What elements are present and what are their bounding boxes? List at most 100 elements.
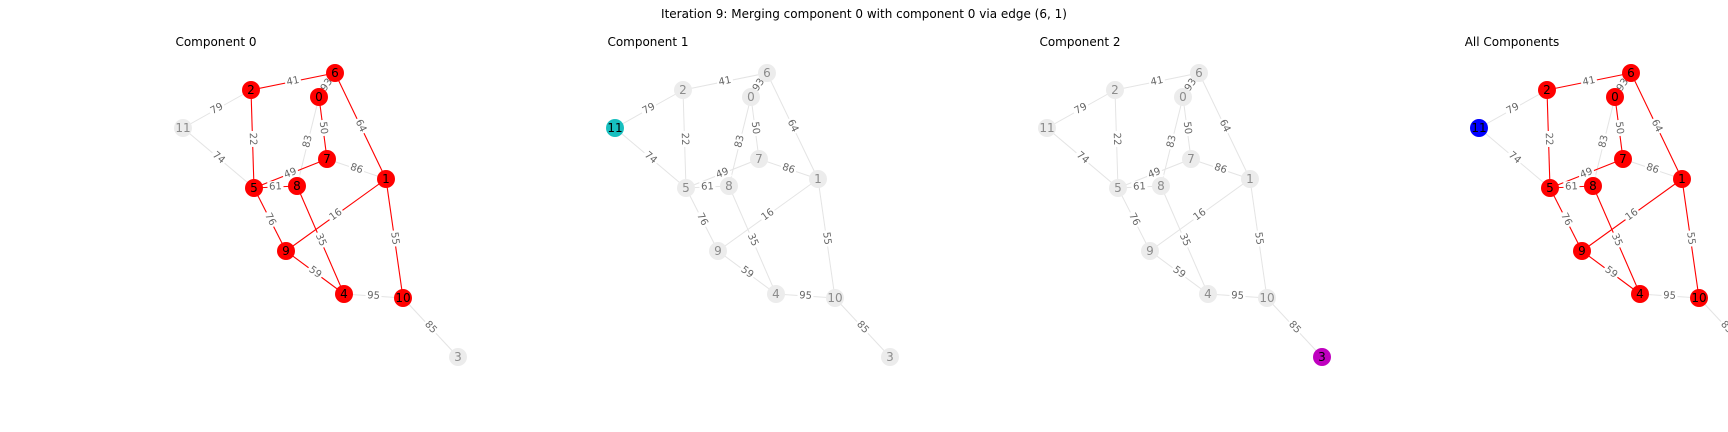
node-label: 3: [454, 350, 462, 364]
edge-weight-label: 86: [349, 162, 365, 177]
node-8: [1584, 177, 1602, 195]
edge-weight-label: 95: [367, 290, 380, 302]
edge-weight-label: 50: [1181, 121, 1194, 135]
node-label: 10: [1259, 291, 1274, 305]
edge-label-bg: [1175, 230, 1194, 250]
edge-label-bg: [1601, 262, 1621, 283]
node-5: [245, 179, 263, 197]
node-label: 10: [827, 291, 842, 305]
edge-weight-label: 85: [1718, 319, 1728, 336]
node-label: 1: [1678, 172, 1686, 186]
node-label: 11: [175, 121, 190, 135]
edge-label-bg: [1642, 160, 1663, 178]
edge-weight-label: 49: [715, 166, 731, 181]
node-label: 1: [382, 172, 390, 186]
edge-weight-label: 64: [785, 118, 800, 134]
edge-weight-label: 74: [210, 150, 227, 167]
edge-label-bg: [346, 160, 367, 178]
edge-label-bg: [819, 229, 834, 248]
node-label: 5: [682, 181, 690, 195]
node-label: 11: [1039, 121, 1054, 135]
node-7: [750, 150, 768, 168]
edge-label-bg: [1251, 229, 1266, 248]
edge-weight-label: 49: [283, 166, 299, 181]
edge-weight-label: 50: [749, 121, 762, 135]
node-label: 9: [282, 244, 290, 258]
edge-weight-label: 16: [760, 207, 777, 223]
node-11: [1470, 119, 1488, 137]
edge-weight-label: 76: [694, 211, 710, 227]
edge-label-bg: [678, 130, 691, 148]
edge-weight-label: 35: [745, 232, 760, 248]
edge-label-bg: [387, 229, 402, 248]
node-10: [394, 289, 412, 307]
edge-weight-label: 64: [1649, 118, 1664, 134]
edge-label-bg: [267, 180, 284, 194]
node-label: 1: [814, 172, 822, 186]
node-label: 10: [395, 291, 410, 305]
edge-weight-label: 86: [1645, 162, 1661, 177]
edge-label-bg: [640, 148, 661, 168]
edge-weight-label: 55: [820, 231, 833, 245]
edge-weight-label: 76: [262, 211, 278, 227]
node-8: [288, 177, 306, 195]
node-label: 7: [755, 152, 763, 166]
edge-weight-label: 83: [301, 134, 315, 149]
edge-label-bg: [1110, 130, 1123, 148]
node-2: [1538, 81, 1556, 99]
edge-weight-label: 59: [739, 264, 756, 280]
node-label: 7: [1619, 152, 1627, 166]
node-11: [1038, 119, 1056, 137]
edge-weight-label: 79: [209, 101, 225, 117]
node-2: [1106, 81, 1124, 99]
node-4: [335, 285, 353, 303]
edge-weight-label: 74: [642, 150, 659, 167]
node-label: 7: [323, 152, 331, 166]
edge-label-bg: [1180, 119, 1194, 137]
node-1: [1241, 170, 1259, 188]
edge-weight-label: 79: [1073, 101, 1089, 117]
panel-component-0: Component 0 41 93 79 83 50 64 74 22 49 61 86 76 16 35…: [0, 0, 467, 432]
edge-label-bg: [1131, 180, 1148, 194]
edge-label-bg: [300, 132, 316, 151]
edge-label-bg: [420, 317, 441, 338]
edge-label-bg: [1164, 132, 1180, 151]
edge-weight-label: 61: [1565, 181, 1578, 193]
edge-weight-label: 83: [1165, 134, 1179, 149]
edge-weight-label: 74: [1506, 150, 1523, 167]
edge-weight-label: 79: [641, 101, 657, 117]
edge-label-bg: [699, 180, 716, 194]
node-label: 5: [250, 181, 258, 195]
edge-weight-label: 83: [1597, 134, 1611, 149]
edge-label-bg: [326, 205, 346, 225]
node-2: [242, 81, 260, 99]
edge-label-bg: [208, 148, 229, 168]
edge-label-bg: [732, 132, 748, 151]
edge-label-bg: [748, 119, 762, 137]
edge-label-bg: [1661, 289, 1678, 303]
node-9: [1141, 242, 1159, 260]
edge-label-bg: [1683, 229, 1698, 248]
edge-weight-label: 74: [1074, 150, 1091, 167]
node-label: 2: [247, 83, 255, 97]
node-label: 7: [1187, 152, 1195, 166]
edge-weight-label: 50: [317, 121, 330, 135]
panel-title: Component 1: [607, 35, 689, 49]
node-8: [1152, 177, 1170, 195]
edge-label-bg: [311, 230, 330, 250]
node-label: 10: [1691, 291, 1706, 305]
node-label: 8: [293, 179, 301, 193]
node-label: 5: [1546, 181, 1554, 195]
node-label: 9: [714, 244, 722, 258]
node-7: [1614, 150, 1632, 168]
node-7: [1182, 150, 1200, 168]
figure-title: Iteration 9: Merging component 0 with co…: [661, 7, 1067, 21]
edge-weight-label: 86: [1213, 162, 1229, 177]
edge-weight-label: 64: [1217, 118, 1232, 134]
edge-weight-label: 59: [307, 264, 324, 280]
panel-all-components: All Components 41 93 79 83 50 64 74 22 49 61 86 76 1…: [1296, 0, 1728, 432]
edge-label-bg: [797, 289, 814, 303]
edge-weight-label: 64: [353, 118, 368, 134]
node-0: [742, 88, 760, 106]
